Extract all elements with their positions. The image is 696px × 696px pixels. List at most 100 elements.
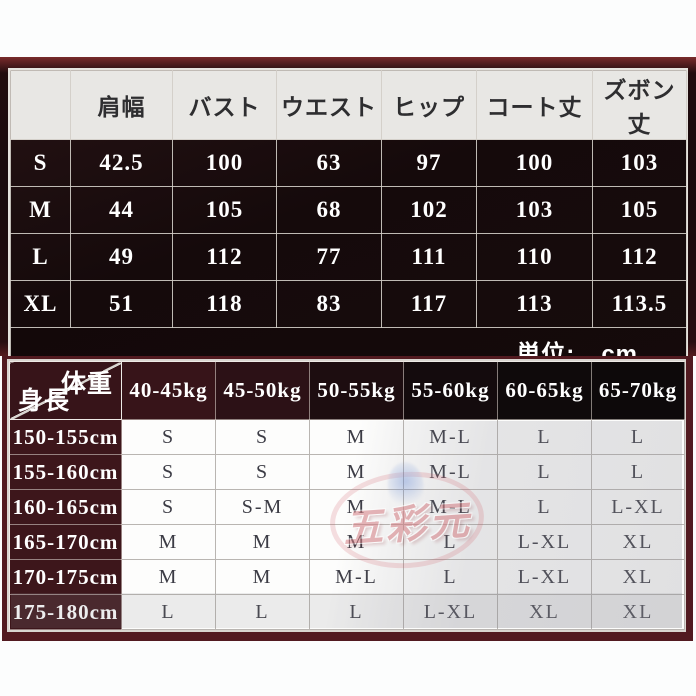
size-label: S xyxy=(10,139,71,187)
recommended-size: S xyxy=(121,454,216,490)
height-row-header: 155-160cm xyxy=(9,454,122,490)
recommended-size: M xyxy=(215,559,310,595)
column-header-hip: ヒップ xyxy=(381,70,477,140)
measurement-value: 103 xyxy=(592,139,687,187)
measurement-value: 113 xyxy=(476,280,593,328)
height-row-header: 165-170cm xyxy=(9,524,122,560)
measurement-value: 51 xyxy=(70,280,173,328)
weight-column-header: 65-70kg xyxy=(591,361,685,420)
column-header-bust: バスト xyxy=(172,70,277,140)
measurement-value: 100 xyxy=(172,139,277,187)
weight-column-header: 60-65kg xyxy=(497,361,592,420)
measurement-value: 103 xyxy=(476,186,593,234)
measurement-value: 97 xyxy=(381,139,477,187)
weight-column-header: 50-55kg xyxy=(309,361,404,420)
measurement-value: 111 xyxy=(381,233,477,281)
measurement-value: 68 xyxy=(276,186,382,234)
measurement-value: 102 xyxy=(381,186,477,234)
measurement-value: 77 xyxy=(276,233,382,281)
size-measurement-panel: 肩幅 バスト ウエスト ヒップ コート丈 ズボン丈 S 42.5 100 63 … xyxy=(8,68,688,377)
recommended-size: M xyxy=(309,454,404,490)
recommended-size: L xyxy=(591,419,685,455)
measurement-value: 42.5 xyxy=(70,139,173,187)
table-row: 170-175cm M M M-L L L-XL XL xyxy=(9,559,685,595)
recommended-size: S xyxy=(215,419,310,455)
measurement-value: 112 xyxy=(592,233,687,281)
weight-column-header: 45-50kg xyxy=(215,361,310,420)
recommended-size: L xyxy=(403,559,498,595)
recommended-size: XL xyxy=(497,594,592,630)
size-label: M xyxy=(10,186,71,234)
table-row: 175-180cm L L L L-XL XL XL xyxy=(9,594,685,630)
recommended-size: L-XL xyxy=(591,489,685,525)
size-label: L xyxy=(10,233,71,281)
recommended-size: L xyxy=(309,594,404,630)
recommended-size: L xyxy=(497,489,592,525)
table-row: L 49 112 77 111 110 112 xyxy=(10,233,687,281)
measurement-value: 83 xyxy=(276,280,382,328)
recommended-size: XL xyxy=(591,559,685,595)
column-header-pants-length: ズボン丈 xyxy=(592,70,687,140)
fit-guide-panel: 体重 身長 40-45kg 45-50kg 50-55kg 55-60kg 60… xyxy=(2,356,693,641)
height-row-header: 150-155cm xyxy=(9,419,122,455)
measurement-value: 112 xyxy=(172,233,277,281)
fit-guide-table: 体重 身長 40-45kg 45-50kg 50-55kg 55-60kg 60… xyxy=(9,361,685,630)
size-label: XL xyxy=(10,280,71,328)
recommended-size: XL xyxy=(591,524,685,560)
recommended-size: M-L xyxy=(403,489,498,525)
weight-column-header: 55-60kg xyxy=(403,361,498,420)
corner-height-label: 身長 xyxy=(18,387,71,415)
measurement-value: 105 xyxy=(592,186,687,234)
height-row-header: 160-165cm xyxy=(9,489,122,525)
measurement-value: 44 xyxy=(70,186,173,234)
recommended-size: L-XL xyxy=(403,594,498,630)
recommended-size: S-M xyxy=(215,489,310,525)
measurement-value: 113.5 xyxy=(592,280,687,328)
table-row: 165-170cm M M M L L-XL XL xyxy=(9,524,685,560)
size-chart-table: 肩幅 バスト ウエスト ヒップ コート丈 ズボン丈 S 42.5 100 63 … xyxy=(10,70,687,375)
recommended-size: M xyxy=(121,559,216,595)
recommended-size: L xyxy=(497,454,592,490)
recommended-size: L xyxy=(497,419,592,455)
recommended-size: S xyxy=(121,419,216,455)
recommended-size: M xyxy=(215,524,310,560)
recommended-size: S xyxy=(121,489,216,525)
fit-guide-header-row: 体重 身長 40-45kg 45-50kg 50-55kg 55-60kg 60… xyxy=(9,361,685,420)
measurement-value: 105 xyxy=(172,186,277,234)
height-row-header: 170-175cm xyxy=(9,559,122,595)
measurement-value: 118 xyxy=(172,280,277,328)
measurement-value: 49 xyxy=(70,233,173,281)
table-row: M 44 105 68 102 103 105 xyxy=(10,186,687,234)
table-row: 160-165cm S S-M M M-L L L-XL xyxy=(9,489,685,525)
recommended-size: M xyxy=(309,489,404,525)
recommended-size: M-L xyxy=(403,454,498,490)
size-chart-corner-blank xyxy=(10,70,71,140)
recommended-size: S xyxy=(215,454,310,490)
size-chart-header-row: 肩幅 バスト ウエスト ヒップ コート丈 ズボン丈 xyxy=(10,70,687,140)
recommended-size: L xyxy=(403,524,498,560)
table-row: 150-155cm S S M M-L L L xyxy=(9,419,685,455)
recommended-size: M xyxy=(309,419,404,455)
recommended-size: XL xyxy=(591,594,685,630)
recommended-size: L xyxy=(215,594,310,630)
corner-axis-cell: 体重 身長 xyxy=(9,361,122,420)
table-row: 155-160cm S S M M-L L L xyxy=(9,454,685,490)
measurement-value: 100 xyxy=(476,139,593,187)
recommended-size: M-L xyxy=(403,419,498,455)
column-header-coat-length: コート丈 xyxy=(476,70,593,140)
recommended-size: M xyxy=(121,524,216,560)
recommended-size: M xyxy=(309,524,404,560)
measurement-value: 110 xyxy=(476,233,593,281)
recommended-size: L xyxy=(121,594,216,630)
column-header-shoulder: 肩幅 xyxy=(70,70,173,140)
table-row: S 42.5 100 63 97 100 103 xyxy=(10,139,687,187)
height-row-header: 175-180cm xyxy=(9,594,122,630)
weight-column-header: 40-45kg xyxy=(121,361,216,420)
recommended-size: M-L xyxy=(309,559,404,595)
fit-guide-inner: 体重 身長 40-45kg 45-50kg 50-55kg 55-60kg 60… xyxy=(7,359,686,632)
recommended-size: L xyxy=(591,454,685,490)
recommended-size: L-XL xyxy=(497,559,592,595)
table-row: XL 51 118 83 117 113 113.5 xyxy=(10,280,687,328)
corner-weight-label: 体重 xyxy=(60,370,113,398)
